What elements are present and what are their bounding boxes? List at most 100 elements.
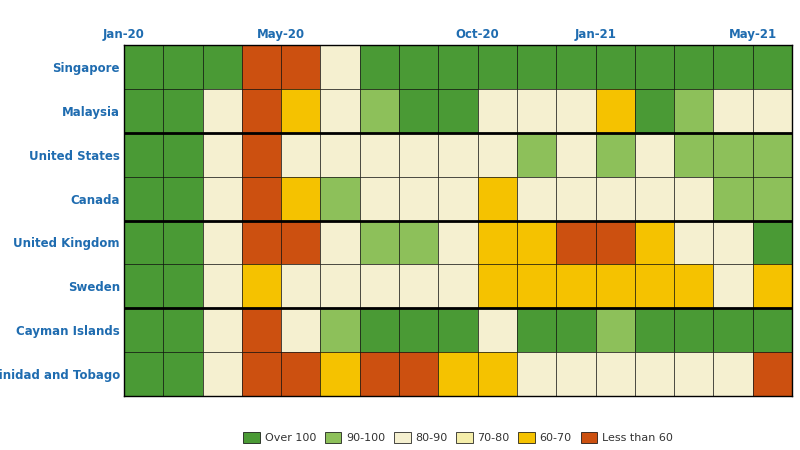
- Bar: [399, 220, 438, 265]
- Bar: [321, 352, 360, 396]
- Bar: [517, 220, 556, 265]
- Bar: [438, 308, 478, 352]
- Bar: [202, 176, 242, 220]
- Bar: [163, 176, 202, 220]
- Bar: [674, 220, 714, 265]
- Bar: [674, 265, 714, 308]
- Bar: [321, 45, 360, 89]
- Bar: [399, 352, 438, 396]
- Bar: [674, 352, 714, 396]
- Bar: [202, 45, 242, 89]
- Bar: [635, 308, 674, 352]
- Bar: [635, 265, 674, 308]
- Bar: [753, 308, 792, 352]
- Bar: [635, 220, 674, 265]
- Bar: [556, 220, 595, 265]
- Bar: [478, 220, 517, 265]
- Bar: [556, 308, 595, 352]
- Bar: [124, 265, 163, 308]
- Bar: [163, 220, 202, 265]
- Bar: [202, 308, 242, 352]
- Bar: [556, 352, 595, 396]
- Bar: [674, 89, 714, 133]
- Bar: [360, 89, 399, 133]
- Bar: [517, 89, 556, 133]
- Bar: [595, 352, 635, 396]
- Bar: [714, 45, 753, 89]
- Bar: [595, 308, 635, 352]
- Bar: [163, 352, 202, 396]
- Bar: [242, 176, 281, 220]
- Bar: [478, 45, 517, 89]
- Legend: Over 100, 90-100, 80-90, 70-80, 60-70, Less than 60: Over 100, 90-100, 80-90, 70-80, 60-70, L…: [240, 428, 676, 446]
- Bar: [753, 45, 792, 89]
- Bar: [517, 352, 556, 396]
- Bar: [556, 89, 595, 133]
- Bar: [753, 220, 792, 265]
- Bar: [242, 220, 281, 265]
- Bar: [595, 89, 635, 133]
- Bar: [595, 133, 635, 176]
- Bar: [714, 176, 753, 220]
- Bar: [202, 133, 242, 176]
- Bar: [714, 89, 753, 133]
- Bar: [399, 45, 438, 89]
- Bar: [360, 220, 399, 265]
- Bar: [556, 45, 595, 89]
- Bar: [714, 352, 753, 396]
- Bar: [438, 89, 478, 133]
- Bar: [281, 133, 321, 176]
- Bar: [438, 133, 478, 176]
- Bar: [399, 133, 438, 176]
- Bar: [281, 352, 321, 396]
- Bar: [242, 89, 281, 133]
- Bar: [321, 220, 360, 265]
- Bar: [517, 265, 556, 308]
- Bar: [360, 45, 399, 89]
- Bar: [163, 308, 202, 352]
- Bar: [478, 265, 517, 308]
- Bar: [360, 133, 399, 176]
- Bar: [714, 308, 753, 352]
- Bar: [635, 89, 674, 133]
- Bar: [321, 265, 360, 308]
- Bar: [595, 176, 635, 220]
- Bar: [163, 45, 202, 89]
- Bar: [399, 308, 438, 352]
- Bar: [124, 352, 163, 396]
- Bar: [714, 133, 753, 176]
- Bar: [124, 220, 163, 265]
- Bar: [202, 265, 242, 308]
- Bar: [674, 45, 714, 89]
- Bar: [635, 352, 674, 396]
- Bar: [517, 45, 556, 89]
- Bar: [163, 133, 202, 176]
- Bar: [242, 133, 281, 176]
- Bar: [674, 176, 714, 220]
- Bar: [478, 176, 517, 220]
- Bar: [753, 265, 792, 308]
- Bar: [556, 265, 595, 308]
- Bar: [242, 308, 281, 352]
- Bar: [517, 133, 556, 176]
- Bar: [517, 176, 556, 220]
- Bar: [202, 89, 242, 133]
- Bar: [753, 89, 792, 133]
- Bar: [242, 352, 281, 396]
- Bar: [163, 89, 202, 133]
- Bar: [321, 133, 360, 176]
- Bar: [438, 265, 478, 308]
- Bar: [360, 308, 399, 352]
- Bar: [124, 45, 163, 89]
- Bar: [438, 220, 478, 265]
- Bar: [281, 308, 321, 352]
- Bar: [321, 176, 360, 220]
- Bar: [281, 176, 321, 220]
- Bar: [124, 176, 163, 220]
- Bar: [202, 352, 242, 396]
- Bar: [281, 265, 321, 308]
- Bar: [635, 45, 674, 89]
- Bar: [242, 265, 281, 308]
- Bar: [753, 133, 792, 176]
- Bar: [321, 308, 360, 352]
